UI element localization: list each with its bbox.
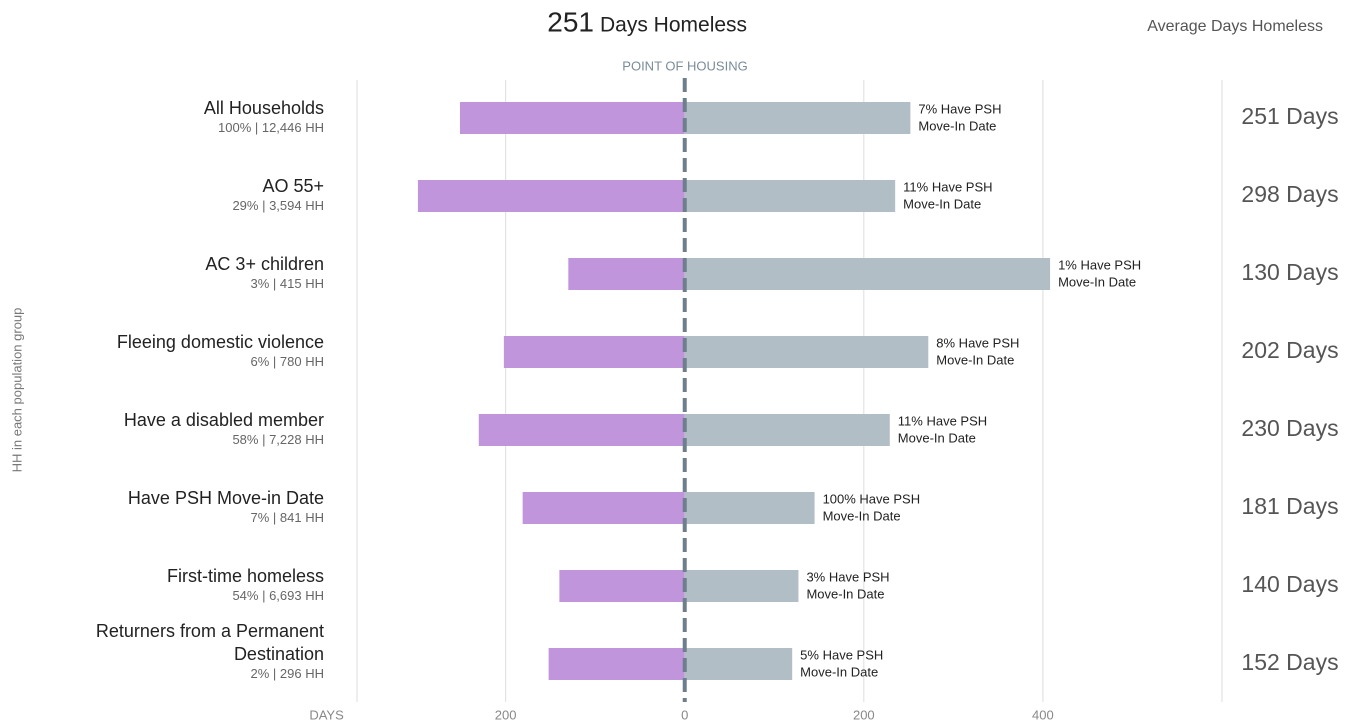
category-subtitle: 2% | 296 HH (250, 666, 324, 681)
bar-annotation: Move-In Date (936, 352, 1014, 367)
bar-right (684, 492, 815, 524)
value-label: 298 Days (1241, 181, 1338, 207)
bar-annotation: Move-In Date (898, 430, 976, 445)
x-tick-label: 200 (495, 707, 517, 722)
x-tick-label: DAYS (309, 707, 344, 722)
bar-right (684, 180, 896, 212)
category-label: AC 3+ children (205, 254, 324, 274)
bar-annotation: 3% Have PSH (806, 569, 889, 584)
bar-annotation: Move-In Date (806, 586, 884, 601)
category-subtitle: 6% | 780 HH (250, 354, 324, 369)
bar-right (684, 102, 911, 134)
right-header: Average Days Homeless (1147, 18, 1323, 35)
bar-annotation: 11% Have PSH (898, 413, 987, 428)
value-label: 251 Days (1241, 103, 1338, 129)
category-label: First-time homeless (166, 566, 324, 586)
category-subtitle: 3% | 415 HH (250, 276, 324, 291)
category-subtitle: 29% | 3,594 HH (232, 198, 324, 213)
bar-annotation: 7% Have PSH (918, 101, 1001, 116)
category-label: All Households (203, 98, 324, 118)
bar-left (559, 570, 685, 602)
bar-right (684, 258, 1051, 290)
category-subtitle: 58% | 7,228 HH (232, 432, 324, 447)
bar-right (684, 648, 793, 680)
x-tick-label: 200 (853, 707, 875, 722)
category-subtitle: 7% | 841 HH (250, 510, 324, 525)
bar-right (684, 570, 799, 602)
bar-annotation: Move-In Date (823, 508, 901, 523)
bar-annotation: Move-In Date (903, 196, 981, 211)
chart-title: Days Homeless (600, 14, 747, 37)
x-tick-label: 400 (1032, 707, 1054, 722)
category-label: AO 55+ (262, 176, 324, 196)
bar-left (459, 102, 685, 134)
category-label: Returners from a Permanent Destination (95, 621, 324, 664)
title-number: 251 (547, 6, 594, 37)
x-tick-label: 0 (681, 707, 688, 722)
category-subtitle: 100% | 12,446 HH (218, 120, 324, 135)
bar-right (684, 336, 929, 368)
bar-annotation: Move-In Date (1058, 274, 1136, 289)
value-label: 181 Days (1241, 493, 1338, 519)
category-label: Fleeing domestic violence (116, 332, 324, 352)
bar-left (417, 180, 685, 212)
value-label: 202 Days (1241, 337, 1338, 363)
value-label: 230 Days (1241, 415, 1338, 441)
bar-left (522, 492, 685, 524)
bar-annotation: 5% Have PSH (800, 647, 883, 662)
bar-left (568, 258, 685, 290)
bar-annotation: 8% Have PSH (936, 335, 1019, 350)
category-label: Have a disabled member (123, 410, 324, 430)
bar-annotation: 11% Have PSH (903, 179, 992, 194)
value-label: 130 Days (1241, 259, 1338, 285)
bar-left (548, 648, 685, 680)
bar-annotation: Move-In Date (800, 664, 878, 679)
bar-right (684, 414, 890, 446)
value-label: 140 Days (1241, 571, 1338, 597)
bar-annotation: 100% Have PSH (823, 491, 921, 506)
bar-left (503, 336, 685, 368)
y-axis-label: HH in each population group (9, 308, 24, 473)
category-label: Have PSH Move-in Date (127, 488, 324, 508)
bar-annotation: 1% Have PSH (1058, 257, 1141, 272)
bar-annotation: Move-In Date (918, 118, 996, 133)
bar-left (478, 414, 685, 446)
value-label: 152 Days (1241, 649, 1338, 675)
center-label: POINT OF HOUSING (622, 58, 747, 73)
category-subtitle: 54% | 6,693 HH (232, 588, 324, 603)
